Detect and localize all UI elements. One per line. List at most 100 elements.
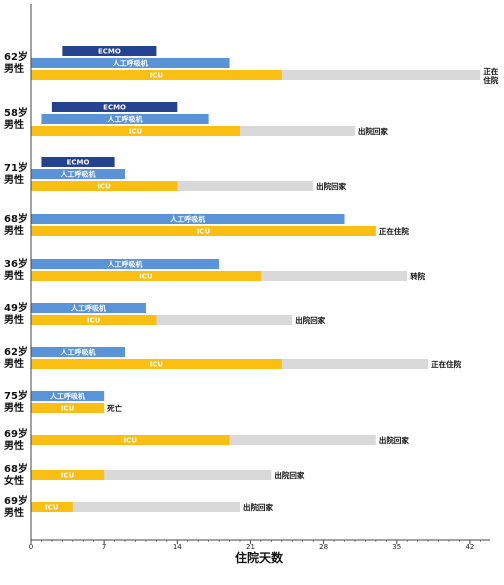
x-tick-label: 28	[319, 543, 328, 551]
patient-age-label: 49岁	[4, 301, 28, 314]
icu-bar-label: ICU	[129, 128, 143, 136]
outcome-label: 出院回家	[274, 470, 304, 480]
ventilator-bar	[31, 391, 105, 401]
ventilator-bar	[31, 347, 126, 357]
patient-age-label: 69岁	[4, 494, 28, 507]
patient-sex-label: 女性	[4, 474, 24, 487]
ventilator-bar-label: 人工呼吸机	[108, 260, 143, 269]
hospital-stay-bar	[31, 470, 272, 480]
patient-sex-label: 男性	[4, 118, 24, 131]
hospital-stay-bar	[31, 502, 240, 512]
icu-bar-label: ICU	[150, 361, 164, 369]
icu-bar-label: ICU	[124, 437, 138, 445]
ecmo-bar	[41, 157, 115, 167]
outcome-label: 出院回家	[358, 126, 388, 136]
icu-bar	[31, 126, 240, 136]
patient-sex-label: 男性	[4, 439, 24, 452]
ventilator-bar	[31, 58, 230, 68]
x-tick-label: 35	[392, 543, 401, 551]
icu-bar	[31, 359, 282, 369]
patient-age-label: 36岁	[4, 257, 28, 270]
x-axis-ticks: 0 7 14 21 28 35 42	[29, 540, 481, 551]
patient-sex-label: 男性	[4, 269, 24, 282]
icu-bar	[31, 502, 73, 512]
icu-bar	[31, 315, 157, 325]
icu-bar-label: ICU	[87, 317, 101, 325]
ventilator-bar-label: 人工呼吸机	[113, 59, 148, 68]
outcome-label: 出院回家	[243, 502, 273, 512]
x-tick-label: 7	[102, 543, 106, 551]
ventilator-bar	[31, 303, 146, 313]
icu-bar-label: ICU	[139, 273, 153, 281]
icu-bar-label: ICU	[97, 183, 111, 191]
patient-sex-label: 男性	[4, 313, 24, 326]
x-axis-title: 住院天数	[235, 550, 284, 565]
patient-age-label: 69岁	[4, 427, 28, 440]
icu-bar-label: ICU	[61, 472, 75, 480]
ventilator-bar-label: 人工呼吸机	[71, 304, 106, 313]
patient-sex-label: 男性	[4, 224, 24, 237]
ventilator-bar	[31, 169, 126, 179]
outcome-label: 住院	[483, 75, 498, 85]
ventilator-bar	[31, 259, 220, 269]
x-tick-label: 0	[29, 543, 33, 551]
outcome-label: 正在住院	[379, 226, 409, 236]
patient-sex-label: 男性	[4, 62, 24, 75]
patient-sex-label: 男性	[4, 506, 24, 519]
patient-age-label: 75岁	[4, 389, 28, 402]
ventilator-bar	[41, 114, 209, 124]
patient-age-label: 68岁	[4, 462, 28, 475]
ecmo-bar	[51, 102, 178, 112]
outcome-label: 正在住院	[431, 359, 461, 369]
patient-age-label: 62岁	[4, 345, 28, 358]
outcome-label: 出院回家	[295, 315, 325, 325]
hospital-stay-bar	[31, 315, 293, 325]
ecmo-bar-label: ECMO	[103, 104, 126, 112]
icu-bar	[31, 403, 105, 413]
icu-bar	[31, 226, 376, 236]
patient-age-label: 58岁	[4, 106, 28, 119]
x-tick-label: 21	[246, 543, 255, 551]
icu-bar	[31, 470, 105, 480]
icu-bar	[31, 181, 178, 191]
x-tick-label: 42	[465, 543, 474, 551]
icu-bar-label: ICU	[150, 72, 164, 80]
icu-bar-label: ICU	[61, 405, 75, 413]
icu-bar	[31, 271, 261, 281]
patient-age-label: 71岁	[4, 161, 28, 174]
icu-bar	[31, 435, 230, 445]
ecmo-bar	[62, 46, 157, 56]
patient-sex-label: 男性	[4, 401, 24, 414]
ventilator-bar-label: 人工呼吸机	[108, 115, 143, 124]
ventilator-bar-label: 人工呼吸机	[170, 215, 205, 224]
icu-bar-label: ICU	[197, 228, 211, 236]
patient-age-label: 62岁	[4, 50, 28, 63]
outcome-label: 转院	[410, 271, 425, 281]
ventilator-bar-label: 人工呼吸机	[61, 170, 96, 179]
outcome-label: 正在	[483, 66, 498, 76]
outcome-label: 出院回家	[379, 435, 409, 445]
ecmo-bar-label: ECMO	[98, 48, 121, 56]
patient-age-label: 68岁	[4, 212, 28, 225]
outcome-label: 出院回家	[316, 181, 346, 191]
ecmo-bar-label: ECMO	[67, 159, 90, 167]
axes: 0 7 14 21 28 35 42	[29, 4, 490, 551]
icu-bar-label: ICU	[45, 504, 59, 512]
patient-sex-label: 男性	[4, 173, 24, 186]
ventilator-bar-label: 人工呼吸机	[50, 392, 85, 401]
icu-bar	[31, 70, 282, 80]
outcome-label: 死亡	[107, 403, 122, 413]
patient-sex-label: 男性	[4, 357, 24, 370]
